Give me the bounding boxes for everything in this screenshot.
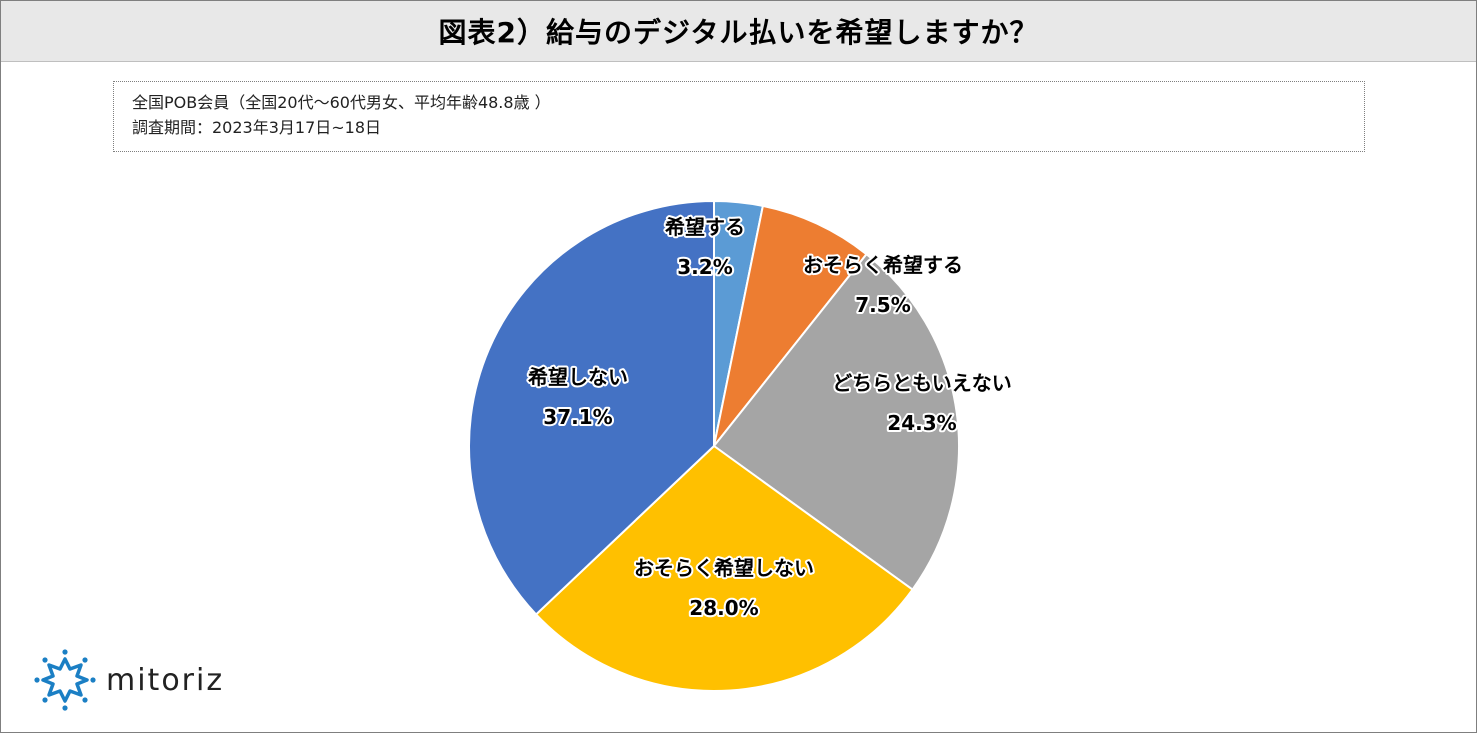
pie-slice-2 (713, 204, 868, 447)
survey-info-respondents: 全国POB会員（全国20代〜60代男女、平均年齢48.8歳 ） (132, 93, 551, 112)
slice-label-1: 希望する (665, 215, 745, 239)
survey-info-box: 全国POB会員（全国20代〜60代男女、平均年齢48.8歳 ） 調査期間：202… (113, 81, 1365, 152)
slice-label-4: おそらく希望しない (634, 556, 814, 580)
survey-info-period: 調査期間：2023年3月17日~18日 (132, 118, 382, 137)
pie-slice-3 (712, 252, 960, 591)
chart-title: 図表2）給与のデジタル払いを希望しますか？ (438, 16, 1039, 49)
sun-burst-logo-icon (34, 649, 96, 711)
slice-value-3: 24.3% (887, 411, 956, 435)
slice-label-2: おそらく希望する (803, 253, 963, 277)
logo-text: mitoriz (106, 662, 225, 698)
pie-slice-5 (468, 199, 715, 616)
title-bar: 図表2）給与のデジタル払いを希望しますか？ (1, 1, 1476, 62)
slice-value-1: 3.2% (677, 255, 732, 279)
logo: mitoriz (34, 649, 225, 711)
pie-slice-4 (534, 444, 914, 692)
slice-value-5: 37.1% (543, 405, 612, 429)
slice-value-4: 28.0% (689, 596, 758, 620)
slice-label-3: どちらともいえない (832, 371, 1012, 395)
slice-value-2: 7.5% (855, 293, 910, 317)
slice-label-5: 希望しない (528, 365, 628, 389)
